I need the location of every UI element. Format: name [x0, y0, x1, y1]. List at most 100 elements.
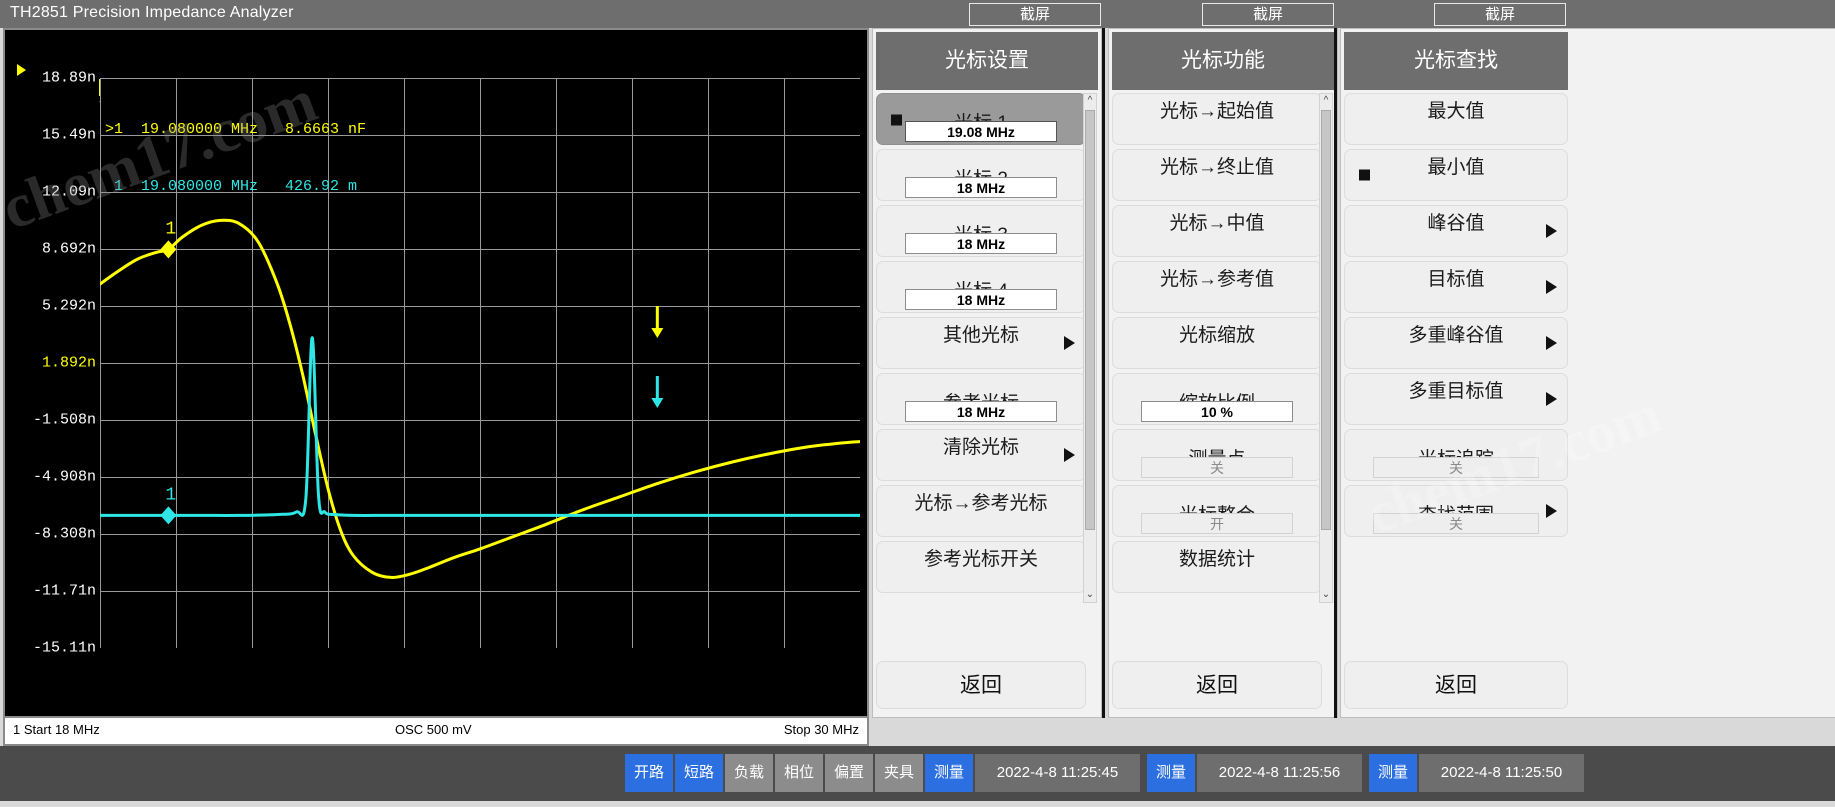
- softkey-marker-search-3[interactable]: 峰谷值: [1344, 205, 1568, 257]
- softkey-value[interactable]: 10 %: [1141, 401, 1293, 422]
- marker-label: 1: [165, 485, 176, 505]
- y-axis-tick: -1.508n: [32, 411, 96, 429]
- softkey-marker-search-5[interactable]: 多重峰谷值: [1344, 317, 1568, 369]
- softkey-marker-function-6[interactable]: 缩放比例10 %: [1112, 373, 1322, 425]
- marker-diamond-icon[interactable]: [160, 506, 177, 525]
- softkey-marker-function-9[interactable]: 数据统计: [1112, 541, 1322, 593]
- bottom-chip-夹具[interactable]: 夹具: [875, 754, 923, 792]
- softkey-marker-search-2[interactable]: 最小值: [1344, 149, 1568, 201]
- softkey-marker-setup-9[interactable]: 参考光标开关: [876, 541, 1086, 593]
- softkey-marker-setup-4[interactable]: 光标 418 MHz: [876, 261, 1086, 313]
- marker-readout-box: >1 19.080000 MHz 8.6663 nF 1 19.080000 M…: [105, 82, 366, 234]
- softkey-label: 光标→起始值: [1159, 101, 1274, 122]
- softkey-value[interactable]: 18 MHz: [905, 233, 1057, 254]
- panel-marker-function-scrollbar[interactable]: ^ ⌄: [1319, 93, 1333, 603]
- chevron-right-icon: [1546, 504, 1557, 518]
- scope-display[interactable]: Tr1Cp3.4000nF/Ref1.8916 nF Tr2D120.00/Re…: [3, 28, 869, 718]
- panel-marker-function-title: 光标功能: [1112, 32, 1334, 90]
- y-axis-tick: 8.692n: [41, 240, 96, 258]
- panel-marker-setup-scrollbar[interactable]: ^ ⌄: [1083, 93, 1097, 603]
- y-axis-tick: 15.49n: [41, 126, 96, 144]
- panel-marker-setup-back[interactable]: 返回: [876, 661, 1086, 709]
- softkey-marker-function-1[interactable]: 光标→起始值: [1112, 93, 1322, 145]
- panel-marker-setup-title: 光标设置: [876, 32, 1098, 90]
- scroll-thumb[interactable]: [1321, 110, 1331, 530]
- y-axis-tick: 5.292n: [41, 297, 96, 315]
- scroll-up-icon[interactable]: ^: [1323, 95, 1329, 106]
- bottom-chip-短路[interactable]: 短路: [675, 754, 723, 792]
- bottom-chip-测量[interactable]: 测量: [1369, 754, 1417, 792]
- y-axis-tick: 18.89n: [41, 69, 96, 87]
- timestamp-badge: 2022-4-8 11:25:56: [1197, 754, 1362, 792]
- marker-label: 1: [165, 219, 176, 239]
- softkey-marker-search-8[interactable]: 查找范围关: [1344, 485, 1568, 537]
- panel-divider-1: [1102, 28, 1105, 718]
- softkey-marker-function-5[interactable]: 光标缩放: [1112, 317, 1322, 369]
- bottom-chip-负载[interactable]: 负载: [725, 754, 773, 792]
- chevron-right-icon: [1546, 336, 1557, 350]
- panel-marker-search-keys: 最大值最小值峰谷值目标值多重峰谷值多重目标值光标追踪关查找范围关: [1344, 93, 1568, 541]
- timestamp-badge: 2022-4-8 11:25:45: [975, 754, 1140, 792]
- start-value: 18 MHz: [54, 722, 100, 737]
- softkey-marker-search-4[interactable]: 目标值: [1344, 261, 1568, 313]
- capture-button-1[interactable]: 截屏: [969, 3, 1101, 26]
- panel-marker-search-back[interactable]: 返回: [1344, 661, 1568, 709]
- softkey-marker-function-7[interactable]: 测量点关: [1112, 429, 1322, 481]
- scroll-thumb[interactable]: [1085, 110, 1095, 530]
- bottom-chip-测量[interactable]: 测量: [925, 754, 973, 792]
- y-axis-tick: -11.71n: [32, 582, 96, 600]
- marker-diamond-icon[interactable]: [160, 240, 177, 259]
- softkey-value[interactable]: 18 MHz: [905, 401, 1057, 422]
- softkey-marker-setup-8[interactable]: 光标→参考光标: [876, 485, 1086, 537]
- softkey-marker-search-7[interactable]: 光标追踪关: [1344, 429, 1568, 481]
- softkey-marker-function-3[interactable]: 光标→中值: [1112, 205, 1322, 257]
- softkey-label: 清除光标: [942, 437, 1019, 458]
- bottom-chip-开路[interactable]: 开路: [625, 754, 673, 792]
- softkey-marker-setup-2[interactable]: 光标 218 MHz: [876, 149, 1086, 201]
- panel-marker-search: 光标查找 最大值最小值峰谷值目标值多重峰谷值多重目标值光标追踪关查找范围关 返回: [1340, 28, 1835, 718]
- softkey-value[interactable]: 19.08 MHz: [905, 121, 1057, 142]
- softkey-marker-setup-5[interactable]: 其他光标: [876, 317, 1086, 369]
- softkey-label: 参考光标开关: [923, 549, 1038, 570]
- softkey-marker-setup-6[interactable]: 参考光标18 MHz: [876, 373, 1086, 425]
- reference-arrow-icon: [651, 376, 664, 408]
- bottom-chip-测量[interactable]: 测量: [1147, 754, 1195, 792]
- softkey-value[interactable]: 18 MHz: [905, 289, 1057, 310]
- chevron-right-icon: [1546, 280, 1557, 294]
- window-bottom-edge: [0, 801, 1835, 807]
- softkey-marker-search-6[interactable]: 多重目标值: [1344, 373, 1568, 425]
- sweep-stop: Stop 30 MHz: [784, 722, 859, 737]
- softkey-value[interactable]: 关: [1373, 513, 1539, 534]
- softkey-value[interactable]: 关: [1141, 457, 1293, 478]
- softkey-marker-setup-7[interactable]: 清除光标: [876, 429, 1086, 481]
- softkey-label: 光标→中值: [1169, 213, 1265, 234]
- softkey-marker-search-1[interactable]: 最大值: [1344, 93, 1568, 145]
- softkey-value[interactable]: 开: [1141, 513, 1293, 534]
- scroll-up-icon[interactable]: ^: [1087, 95, 1093, 106]
- capture-button-2[interactable]: 截屏: [1202, 3, 1334, 26]
- softkey-value[interactable]: 关: [1373, 457, 1539, 478]
- softkey-marker-setup-1[interactable]: 光标 119.08 MHz: [876, 93, 1086, 145]
- softkey-value[interactable]: 18 MHz: [905, 177, 1057, 198]
- softkey-marker-function-8[interactable]: 光标整合开: [1112, 485, 1322, 537]
- scroll-down-icon[interactable]: ⌄: [1085, 589, 1095, 600]
- app-title: TH2851 Precision Impedance Analyzer: [10, 4, 294, 21]
- softkey-label: 其他光标: [942, 325, 1019, 346]
- marker-readout-trace1: >1 19.080000 MHz 8.6663 nF: [105, 121, 367, 138]
- y-axis-tick: 1.892n: [41, 354, 96, 372]
- softkey-marker-function-2[interactable]: 光标→终止值: [1112, 149, 1322, 201]
- selected-bullet-icon: [891, 114, 902, 126]
- panel-marker-function-back[interactable]: 返回: [1112, 661, 1322, 709]
- capture-button-3[interactable]: 截屏: [1434, 3, 1566, 26]
- softkey-marker-setup-3[interactable]: 光标 318 MHz: [876, 205, 1086, 257]
- scroll-down-icon[interactable]: ⌄: [1321, 589, 1331, 600]
- sweep-start: 1 Start 18 MHz: [13, 722, 100, 737]
- bottom-chip-偏置[interactable]: 偏置: [825, 754, 873, 792]
- softkey-label: 最大值: [1427, 101, 1485, 122]
- osc-value: 500 mV: [426, 722, 472, 737]
- softkey-marker-function-4[interactable]: 光标→参考值: [1112, 261, 1322, 313]
- bottom-chip-相位[interactable]: 相位: [775, 754, 823, 792]
- panel-divider-2: [1334, 28, 1337, 718]
